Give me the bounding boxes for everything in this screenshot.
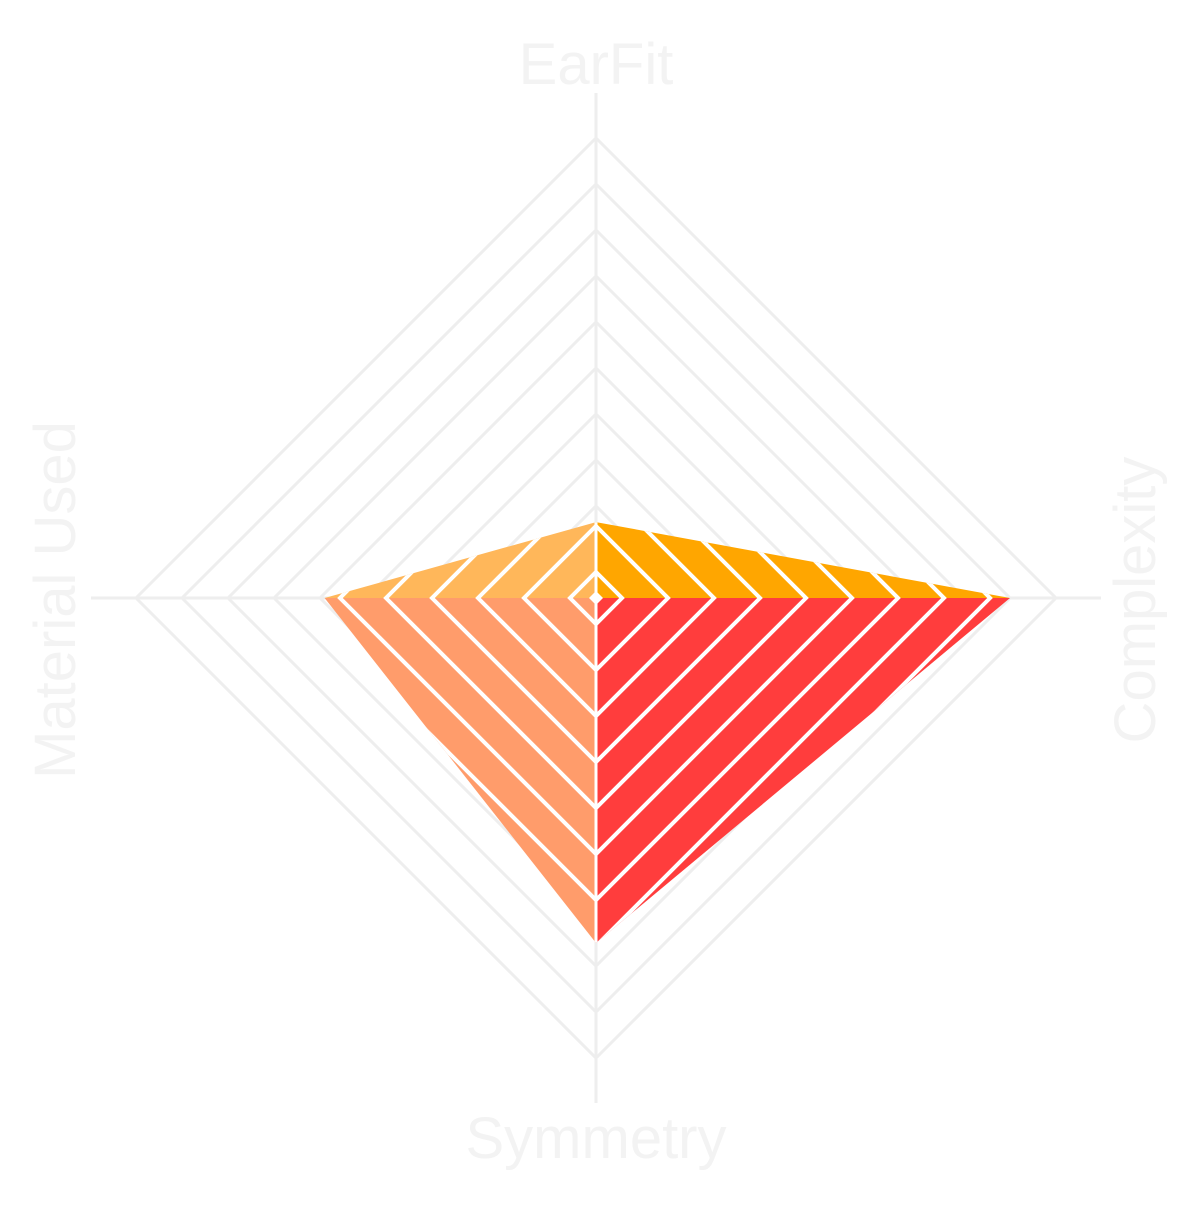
quadrant-earfit-complexity xyxy=(596,522,1010,598)
center-marker xyxy=(589,591,603,605)
axis-label-earfit: EarFit xyxy=(519,32,674,97)
axis-label-material-used: Material Used xyxy=(23,421,88,779)
axis-labels: EarFit Complexity Symmetry Material Used xyxy=(23,32,1168,1171)
axis-label-symmetry: Symmetry xyxy=(466,1106,727,1171)
radar-quadrants xyxy=(324,522,1010,943)
axis-label-complexity: Complexity xyxy=(1103,457,1168,744)
quadrant-symmetry-material xyxy=(324,598,596,943)
quadrant-earfit-material xyxy=(324,522,596,598)
